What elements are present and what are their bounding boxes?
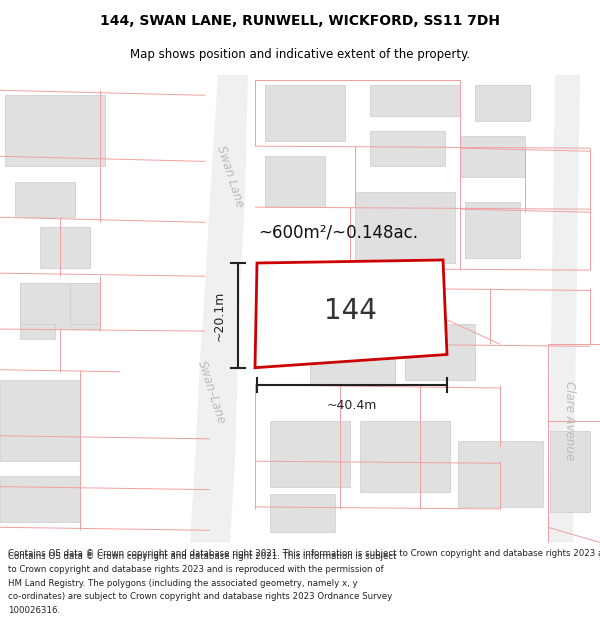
Bar [370,85,460,116]
Text: Clare Avenue: Clare Avenue [563,381,577,460]
Polygon shape [548,75,580,542]
Text: 100026316.: 100026316. [8,606,60,615]
Bar [270,421,350,487]
Text: co-ordinates) are subject to Crown copyright and database rights 2023 Ordnance S: co-ordinates) are subject to Crown copyr… [8,592,392,601]
Bar [40,228,90,268]
Bar [265,85,345,141]
Bar [0,380,80,461]
Bar [405,324,475,380]
Bar [265,156,325,207]
Bar [370,131,445,166]
Bar [0,476,80,522]
Bar [5,96,105,166]
Bar [460,136,525,177]
Text: 144: 144 [324,298,377,325]
Text: Contains OS data © Crown copyright and database right 2021. This information is : Contains OS data © Crown copyright and d… [8,549,600,558]
Text: Swan Lane: Swan Lane [214,144,246,209]
Bar [550,431,590,512]
Text: HM Land Registry. The polygons (including the associated geometry, namely x, y: HM Land Registry. The polygons (includin… [8,579,358,587]
Bar [20,283,100,329]
Bar [475,85,530,121]
Bar [310,319,395,385]
Text: Swan–Lane: Swan–Lane [196,359,229,426]
Text: Contains OS data © Crown copyright and database right 2021. This information is : Contains OS data © Crown copyright and d… [8,551,397,561]
Text: 144, SWAN LANE, RUNWELL, WICKFORD, SS11 7DH: 144, SWAN LANE, RUNWELL, WICKFORD, SS11 … [100,14,500,28]
Bar [15,182,75,218]
Bar [20,324,55,339]
Text: Map shows position and indicative extent of the property.: Map shows position and indicative extent… [130,48,470,61]
Text: to Crown copyright and database rights 2023 and is reproduced with the permissio: to Crown copyright and database rights 2… [8,565,383,574]
Polygon shape [190,75,248,542]
Bar [270,494,335,532]
Bar [70,283,100,324]
Text: ~600m²/~0.148ac.: ~600m²/~0.148ac. [258,224,418,241]
Bar [355,192,455,263]
Bar [360,421,450,492]
Polygon shape [255,260,447,368]
Bar [465,202,520,258]
Text: ~40.4m: ~40.4m [327,399,377,412]
Bar [458,441,543,507]
Text: ~20.1m: ~20.1m [213,290,226,341]
